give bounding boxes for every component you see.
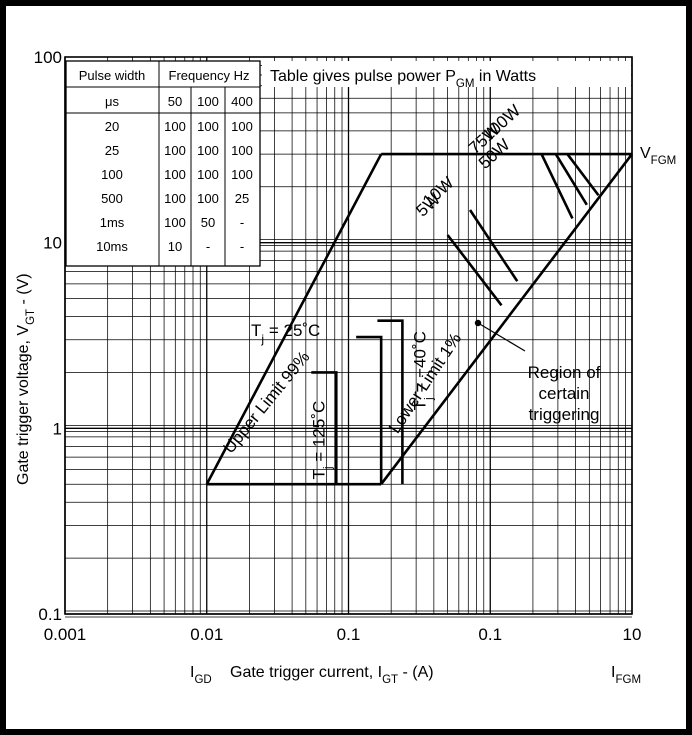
plot-border (64, 56, 633, 615)
table-cell: - (206, 239, 210, 254)
temp-box-0 (311, 371, 338, 485)
table-cell: 100 (164, 143, 186, 158)
table-cell: 20 (105, 119, 119, 134)
table-cell: 10 (168, 239, 182, 254)
region-label: Region of (528, 363, 601, 382)
y-tick-label: 100 (34, 48, 62, 67)
x-axis-title: Gate trigger current, IGT - (A) (230, 664, 434, 686)
table-box (65, 60, 261, 267)
x-tick-label: 0.001 (44, 625, 87, 644)
table-cell: 10ms (96, 239, 128, 254)
table-cell: 25 (235, 191, 249, 206)
vfgm-label: VFGM (640, 145, 676, 167)
y-tick-label: 10 (43, 234, 62, 253)
tj-minus40-label: Tj = −40˚C (410, 331, 435, 410)
region-leader (477, 322, 526, 352)
x-tick-label: 0.01 (190, 625, 223, 644)
caption-box (262, 61, 631, 87)
table-cell: 100 (197, 143, 219, 158)
x-tick-label: 10 (623, 625, 642, 644)
region-label: triggering (529, 405, 600, 424)
table-cell: 500 (101, 191, 123, 206)
series-line-0 (205, 153, 383, 485)
power-curve-1 (468, 209, 519, 282)
table-cell: 1ms (100, 215, 125, 230)
table-cell: 100 (164, 215, 186, 230)
power-curve-2 (540, 153, 574, 220)
temperature-boxes: Tj = 125˚C Tj = 25˚C Tj = −40˚C (251, 319, 435, 485)
temp-box-1 (356, 335, 383, 485)
power-curve-4 (566, 153, 600, 197)
tj-25-label: Tj = 25˚C (251, 321, 320, 346)
boundary-lines (205, 152, 634, 486)
x-tick-label: 0.1 (478, 625, 502, 644)
region-label: certain (538, 384, 589, 403)
table-cell: 100 (164, 119, 186, 134)
table-cell: 50 (201, 215, 215, 230)
table-cell: 100 (231, 119, 253, 134)
table-cell: 100 (101, 167, 123, 182)
power-curve-3 (554, 153, 588, 206)
pulse-power-table: Table gives pulse power PGM in Watts Puls… (65, 60, 631, 267)
temp-box-2 (377, 319, 404, 485)
table-caption: Table gives pulse power PGM in Watts (270, 68, 536, 90)
table-cell: 25 (105, 143, 119, 158)
series-line-1 (380, 153, 634, 486)
table-cell: 100 (197, 94, 219, 109)
table-cell: 100 (231, 143, 253, 158)
table-cell: - (240, 239, 244, 254)
y-tick-label: 1 (53, 419, 62, 438)
table-header-frequency: Frequency Hz (169, 68, 250, 83)
igd-label: IGD (190, 664, 212, 686)
y-tick-label: 0.1 (38, 605, 62, 624)
table-cell: 100 (164, 191, 186, 206)
power-curve-0 (446, 234, 503, 307)
table-cell: 100 (197, 119, 219, 134)
table-cell: 100 (197, 167, 219, 182)
y-axis-title: Gate trigger voltage, VGT - (V) (15, 273, 37, 485)
table-cell: 50 (168, 94, 182, 109)
table-cell: 100 (231, 167, 253, 182)
x-tick-label: 0.1 (337, 625, 361, 644)
ifgm-label: IFGM (611, 664, 641, 686)
table-header-pulse: Pulse width (79, 68, 145, 83)
tj-125-label: Tj = 125˚C (309, 401, 334, 480)
table-cell: μs (105, 94, 119, 109)
upper-limit-label: Upper Limit 99% (219, 348, 313, 457)
table-cell: - (240, 215, 244, 230)
table-cell: 100 (164, 167, 186, 182)
table-cell: 400 (231, 94, 253, 109)
table-cell: 100 (197, 191, 219, 206)
